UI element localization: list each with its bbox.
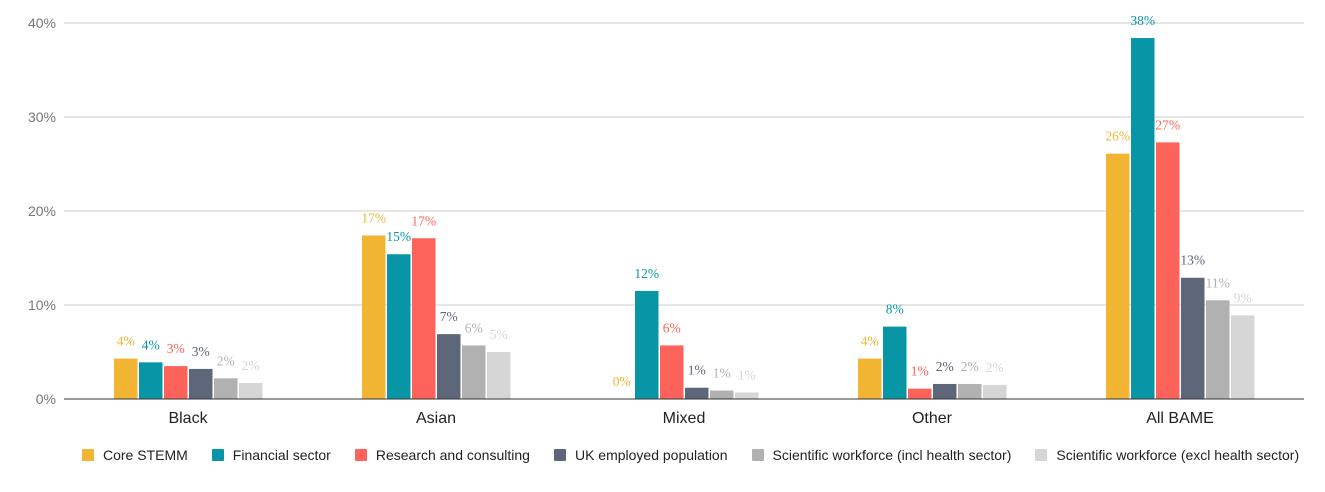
legend-swatch <box>211 449 224 461</box>
bar <box>189 368 213 399</box>
bar <box>635 290 659 399</box>
bar <box>214 378 238 399</box>
data-label: 26% <box>1105 129 1130 144</box>
data-label: 27% <box>1155 117 1180 132</box>
data-label: 1% <box>738 367 756 382</box>
legend-label: Research and consulting <box>375 447 530 463</box>
x-tick-label: Other <box>912 410 953 427</box>
bar <box>139 362 163 399</box>
bar <box>735 392 759 399</box>
legend-label: Scientific workforce (excl health sector… <box>1056 447 1300 463</box>
data-label: 11% <box>1206 275 1230 290</box>
bar <box>958 383 982 399</box>
legend-item: Scientific workforce (incl health sector… <box>751 447 1012 463</box>
data-label: 4% <box>142 337 160 352</box>
data-label: 13% <box>1180 253 1205 268</box>
bar <box>710 390 734 399</box>
legend-label: Scientific workforce (incl health sector… <box>772 447 1012 463</box>
bar <box>1206 300 1230 399</box>
bar <box>660 345 684 399</box>
legend-label: Financial sector <box>232 447 331 463</box>
y-tick-label: 0% <box>36 391 56 407</box>
legend-swatch <box>354 449 367 461</box>
data-label: 2% <box>986 360 1004 375</box>
bar <box>412 238 436 399</box>
data-label: 12% <box>634 266 659 281</box>
y-tick-label: 10% <box>28 297 56 313</box>
bar <box>387 254 411 399</box>
y-tick-label: 40% <box>28 15 56 31</box>
bar <box>1156 142 1180 399</box>
legend-item: Core STEMM <box>82 447 188 463</box>
bar <box>983 384 1007 399</box>
data-label: 2% <box>961 359 979 374</box>
data-label: 17% <box>411 213 436 228</box>
bar <box>908 388 932 399</box>
x-tick-label: Mixed <box>663 410 706 427</box>
data-label: 1% <box>911 364 929 379</box>
data-label: 15% <box>386 229 411 244</box>
data-label: 6% <box>465 320 483 335</box>
legend-swatch <box>82 449 94 461</box>
bar <box>487 352 511 399</box>
data-label: 1% <box>688 363 706 378</box>
data-label: 2% <box>936 359 954 374</box>
y-tick-label: 30% <box>28 109 56 125</box>
bar <box>685 387 709 399</box>
data-label: 3% <box>167 341 185 356</box>
bar <box>1231 315 1255 399</box>
bar <box>1181 277 1205 399</box>
data-label: 0% <box>613 374 631 389</box>
bar <box>437 334 461 399</box>
bar <box>164 366 188 399</box>
data-label: 38% <box>1130 13 1155 28</box>
legend-swatch <box>751 449 764 461</box>
data-label: 4% <box>117 334 135 349</box>
bar <box>239 383 263 399</box>
bar <box>858 358 882 399</box>
data-label: 9% <box>1234 290 1252 305</box>
legend-label: Core STEMM <box>103 447 188 463</box>
data-label: 7% <box>440 309 458 324</box>
bar <box>1131 38 1155 399</box>
bar <box>933 383 957 399</box>
data-label: 4% <box>861 334 879 349</box>
data-label: 2% <box>242 358 260 373</box>
y-tick-label: 20% <box>28 203 56 219</box>
data-label: 3% <box>192 344 210 359</box>
legend: Core STEMM Financial sector Research and c… <box>82 447 1323 463</box>
legend-item: Research and consulting <box>354 447 530 463</box>
x-tick-label: Asian <box>416 410 456 427</box>
legend-label: UK employed population <box>574 447 728 463</box>
bar <box>462 345 486 399</box>
bar <box>1106 153 1130 399</box>
data-label: 2% <box>217 353 235 368</box>
legend-swatch <box>1035 449 1048 461</box>
data-label: 5% <box>490 327 508 342</box>
data-label: 17% <box>361 210 386 225</box>
x-tick-label: All BAME <box>1146 410 1214 427</box>
data-label: 8% <box>886 302 904 317</box>
legend-item: Scientific workforce (excl health sector… <box>1035 447 1299 463</box>
x-tick-label: Black <box>168 410 208 427</box>
bar <box>114 358 138 399</box>
bar <box>883 326 907 399</box>
bar <box>362 235 386 399</box>
data-label: 1% <box>713 366 731 381</box>
legend-item: UK employed population <box>553 447 728 463</box>
legend-item: Financial sector <box>211 447 331 463</box>
legend-swatch <box>553 449 566 461</box>
data-label: 6% <box>663 320 681 335</box>
